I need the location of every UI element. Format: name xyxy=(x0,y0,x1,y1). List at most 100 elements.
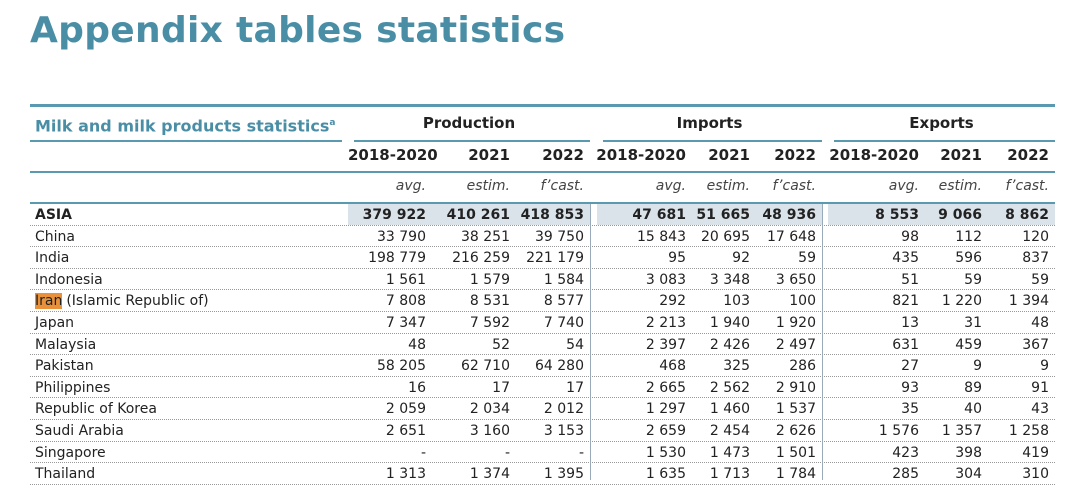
cell: 8 862 xyxy=(1005,207,1049,223)
cell: 221 179 xyxy=(526,250,584,267)
cell: 58 205 xyxy=(377,358,426,375)
cell: 64 280 xyxy=(535,358,584,375)
row-shade xyxy=(597,204,822,225)
qualifier: estim. xyxy=(466,178,510,194)
row-divider xyxy=(30,246,1055,248)
cell: 292 xyxy=(659,293,686,310)
cell: 31 xyxy=(964,315,982,331)
cell: 410 261 xyxy=(446,207,510,223)
cell: 1 374 xyxy=(469,466,510,483)
cell: 1 576 xyxy=(878,423,919,439)
cell: 43 xyxy=(1031,401,1049,418)
cell: 112 xyxy=(955,228,982,245)
cell: 38 251 xyxy=(461,228,510,245)
row-divider xyxy=(30,419,1055,420)
cell: 310 xyxy=(1022,466,1049,483)
cell: 1 713 xyxy=(709,466,750,483)
cell: 52 xyxy=(492,336,510,353)
cell: 17 648 xyxy=(767,228,816,245)
cell: 423 xyxy=(892,444,919,461)
cell: 91 xyxy=(1031,379,1049,396)
cell: 459 xyxy=(955,336,982,353)
row-divider xyxy=(30,289,1055,291)
row-label: China xyxy=(35,228,75,245)
cell: 27 xyxy=(901,358,919,375)
cell: 198 779 xyxy=(368,250,426,267)
row-divider xyxy=(30,397,1055,399)
cell: 1 473 xyxy=(709,444,750,461)
group-rule xyxy=(834,140,1055,142)
cell: 1 394 xyxy=(1008,293,1049,310)
caption-note: a xyxy=(329,118,336,128)
cell: 17 xyxy=(492,379,510,396)
row-label-part: Iran xyxy=(35,293,63,310)
cell: 9 xyxy=(973,358,982,375)
cell: 9 xyxy=(1040,358,1049,375)
cell: 1 940 xyxy=(709,315,750,331)
row-label: Malaysia xyxy=(35,336,97,353)
row-label: ASIA xyxy=(35,207,72,223)
cell: 8 577 xyxy=(543,293,584,310)
cell: 285 xyxy=(892,466,919,483)
row-label: Saudi Arabia xyxy=(35,423,124,439)
year-header: 2022 xyxy=(1007,146,1049,164)
row-divider xyxy=(30,332,1055,334)
cell: 2 454 xyxy=(709,423,750,439)
row-label: Pakistan xyxy=(35,358,94,375)
row-shade xyxy=(348,204,590,225)
cell: - xyxy=(578,444,584,461)
caption-text: Milk and milk products statistics xyxy=(35,116,330,136)
cell: 1 784 xyxy=(775,466,816,483)
row-label: Japan xyxy=(35,315,75,331)
cell: 1 220 xyxy=(941,293,982,310)
cell: 418 853 xyxy=(520,207,584,223)
year-header: 2021 xyxy=(940,146,982,164)
row-label: Iran (Islamic Republic of) xyxy=(35,291,209,311)
cell: 59 xyxy=(964,271,982,288)
cell: 1 920 xyxy=(775,315,816,331)
cell: 596 xyxy=(955,250,982,267)
group-header: Production xyxy=(422,114,516,132)
cell: 1 258 xyxy=(1008,423,1049,439)
cell: 51 xyxy=(901,271,919,288)
cell: 2 910 xyxy=(775,379,816,396)
year-header: 2021 xyxy=(468,146,510,164)
cell: 16 xyxy=(408,379,426,396)
cell: 3 160 xyxy=(469,423,510,439)
qualifier: f’cast. xyxy=(1005,178,1049,194)
cell: 93 xyxy=(901,379,919,396)
year-header: 2022 xyxy=(774,146,816,164)
cell: 1 561 xyxy=(385,271,426,288)
cell: 1 460 xyxy=(709,401,750,418)
cell: 419 xyxy=(1022,444,1049,461)
cell: 2 213 xyxy=(645,315,686,331)
qualifier: avg. xyxy=(655,178,686,194)
cell: 1 501 xyxy=(775,444,816,461)
cell: 7 347 xyxy=(385,315,426,331)
year-header: 2018-2020 xyxy=(596,146,686,164)
row-divider xyxy=(30,462,1055,464)
cell: 8 531 xyxy=(469,293,510,310)
cell: 35 xyxy=(901,401,919,418)
cell: 3 650 xyxy=(775,271,816,288)
cell: 48 xyxy=(408,336,426,353)
row-label: Thailand xyxy=(35,466,96,483)
cell: 2 665 xyxy=(645,379,686,396)
row-divider xyxy=(30,311,1055,312)
page-title: Appendix tables statistics xyxy=(30,10,566,51)
qualifier: f’cast. xyxy=(540,178,584,194)
cell: 47 681 xyxy=(632,207,686,223)
qualifier: f’cast. xyxy=(772,178,816,194)
cell: 95 xyxy=(668,250,686,267)
cell: 325 xyxy=(723,358,750,375)
cell: 2 497 xyxy=(775,336,816,353)
group-rule xyxy=(354,140,590,142)
cell: 2 659 xyxy=(645,423,686,439)
row-label: Singapore xyxy=(35,444,106,461)
rule xyxy=(30,140,342,142)
row-label: India xyxy=(35,250,70,267)
cell: 2 012 xyxy=(543,401,584,418)
cell: 2 562 xyxy=(709,379,750,396)
cell: 7 592 xyxy=(469,315,510,331)
cell: 1 579 xyxy=(469,271,510,288)
